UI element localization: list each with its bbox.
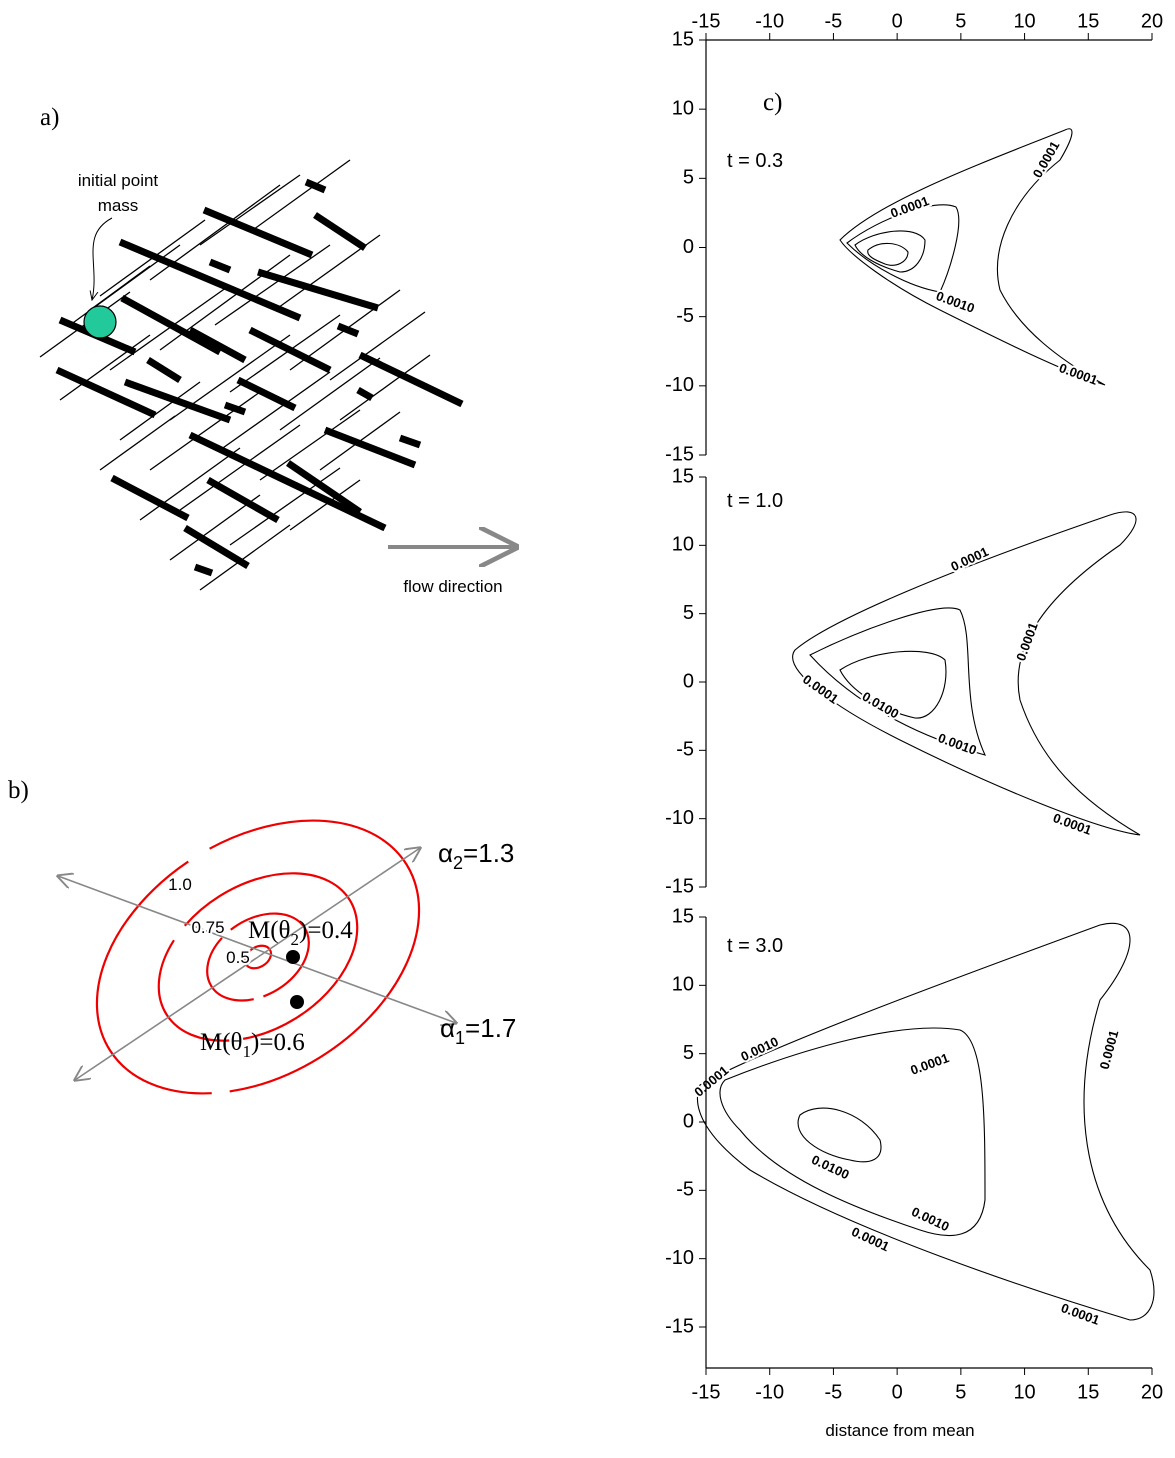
x-tick-label: 10	[1013, 1381, 1035, 1403]
x-tick-label: 5	[955, 1381, 966, 1403]
x-tick-label: -15	[692, 1381, 721, 1403]
x-tick-label: -10	[755, 1381, 784, 1403]
subscript: 1	[243, 1042, 252, 1061]
annotation-arrow	[92, 218, 112, 300]
plot-title: t = 0.3	[727, 150, 783, 172]
figure: a) initial point mass	[0, 0, 1175, 1458]
y-tick-label: -10	[665, 1247, 694, 1269]
x-tick-label: -5	[825, 10, 843, 32]
y-tick-label: -5	[676, 305, 694, 327]
x-tick-label: 20	[1141, 10, 1163, 32]
contour-label: 0.0001	[908, 1050, 950, 1078]
contour-label: 0.0001	[888, 193, 930, 221]
x-tick-label: 0	[892, 10, 903, 32]
y-tick-label: 0	[683, 1110, 694, 1132]
text: )=0.4	[299, 917, 353, 944]
contour-label: 0.0010	[936, 730, 978, 758]
plot-title: t = 1.0	[727, 490, 783, 512]
y-tick-label: 0	[683, 670, 694, 692]
contour	[810, 608, 985, 755]
contour-label: 0.0001	[1013, 620, 1041, 662]
axis-label: α1=1.7	[440, 1013, 516, 1048]
x-tick-label: -10	[755, 10, 784, 32]
text: )=0.6	[251, 1029, 305, 1056]
point	[286, 950, 300, 964]
x-tick-label: 15	[1077, 1381, 1099, 1403]
text: α	[438, 838, 453, 868]
contour	[840, 129, 1105, 385]
contour-label: 0.0010	[934, 288, 976, 316]
subscript: 2	[291, 930, 300, 949]
x-tick-label: 15	[1077, 10, 1099, 32]
contour-label: 0.0001	[948, 544, 990, 574]
annotation: initial point	[78, 171, 159, 190]
axis-arrow	[75, 957, 258, 1080]
contour-label: 0.0001	[691, 1063, 731, 1100]
panel-b: b) 1.0 0.75 0.5 M(θ2)=0.4 M(θ1)=0.6 α2=1…	[8, 764, 516, 1150]
contour-label: 0.0100	[860, 689, 902, 722]
contour-label: 0.75	[191, 918, 224, 937]
contour	[847, 205, 959, 292]
y-tick-label: -15	[665, 443, 694, 465]
contour	[798, 1108, 881, 1162]
point-label: M(θ1)=0.6	[200, 1029, 305, 1061]
axis-label: α2=1.3	[438, 838, 514, 873]
x-tick-label: -15	[692, 10, 721, 32]
axis-arrow	[58, 876, 258, 950]
contour	[697, 923, 1153, 1320]
y-tick-label: 0	[683, 236, 694, 258]
panel-label: c)	[763, 89, 782, 116]
x-tick-label: -5	[825, 1381, 843, 1403]
x-tick-label: 5	[955, 10, 966, 32]
subscript: 1	[455, 1028, 465, 1048]
y-tick-label: 15	[672, 465, 694, 487]
plot-title: t = 3.0	[727, 935, 783, 957]
y-tick-label: -5	[676, 1179, 694, 1201]
x-tick-label: 0	[892, 1381, 903, 1403]
x-tick-label: 10	[1013, 10, 1035, 32]
subscript: 2	[453, 853, 463, 873]
y-tick-label: 10	[672, 974, 694, 996]
point-label: M(θ2)=0.4	[248, 917, 353, 949]
panel-c: c) t = 0.3 t = 1.0 t = 3.0 distance from…	[665, 10, 1163, 1440]
panel-label: b)	[8, 777, 29, 804]
flow-label: flow direction	[403, 577, 502, 596]
thick-fractures	[57, 182, 462, 573]
point-mass	[84, 306, 116, 338]
contour-label: 0.0010	[909, 1204, 951, 1234]
y-tick-label: 5	[683, 167, 694, 189]
y-tick-label: 10	[672, 97, 694, 119]
panel-label: a)	[40, 104, 59, 131]
panel-a: a) initial point mass	[40, 104, 515, 596]
annotation: mass	[98, 196, 139, 215]
contour-label: 0.0001	[1030, 138, 1063, 180]
x-axis-label: distance from mean	[825, 1421, 974, 1440]
y-tick-label: -15	[665, 875, 694, 897]
text: M(θ	[200, 1029, 243, 1056]
contour-label: 0.0001	[800, 672, 841, 707]
y-tick-label: -15	[665, 1315, 694, 1337]
contour-label: 1.0	[168, 875, 192, 894]
text: =1.7	[465, 1013, 516, 1043]
contour-label: 0.0100	[809, 1152, 851, 1182]
text: =1.3	[463, 838, 514, 868]
y-tick-label: -10	[665, 807, 694, 829]
contour	[855, 231, 925, 272]
text: M(θ	[248, 917, 291, 944]
x-tick-label: 20	[1141, 1381, 1163, 1403]
y-tick-label: 5	[683, 602, 694, 624]
contour-label: 0.0010	[738, 1034, 780, 1064]
contour-label: 0.0001	[1051, 810, 1093, 838]
y-tick-label: 10	[672, 534, 694, 556]
contour-label: 0.0001	[1097, 1029, 1122, 1071]
y-tick-label: 5	[683, 1042, 694, 1064]
y-tick-label: -5	[676, 739, 694, 761]
y-tick-label: 15	[672, 905, 694, 927]
contour-label: 0.5	[226, 948, 250, 967]
y-tick-label: -10	[665, 374, 694, 396]
text: α	[440, 1013, 455, 1043]
point	[290, 995, 304, 1009]
contour-label: 0.0001	[1057, 360, 1099, 388]
